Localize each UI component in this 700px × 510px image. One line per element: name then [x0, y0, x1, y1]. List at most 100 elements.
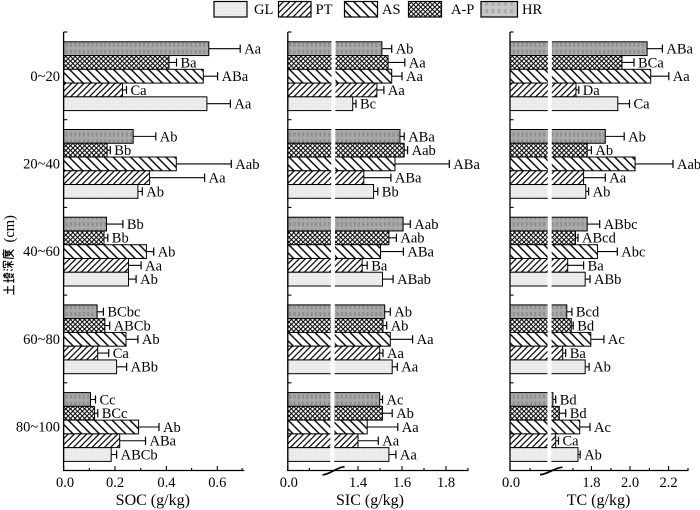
svg-text:0~20: 0~20 [30, 69, 60, 85]
svg-text:2.2: 2.2 [660, 475, 678, 491]
svg-text:SOC (g/kg): SOC (g/kg) [116, 492, 190, 509]
svg-text:Bb: Bb [127, 217, 144, 233]
svg-text:Da: Da [583, 83, 600, 99]
svg-text:ABab: ABab [397, 272, 431, 288]
svg-text:Ba: Ba [570, 346, 587, 362]
svg-text:Ba: Ba [181, 55, 198, 71]
svg-text:1.4: 1.4 [349, 475, 368, 491]
svg-text:Aa: Aa [417, 332, 434, 348]
svg-text:Ab: Ab [584, 447, 602, 463]
svg-text:Aa: Aa [387, 346, 404, 362]
svg-text:Ab: Ab [158, 245, 176, 261]
svg-text:HR: HR [522, 2, 542, 18]
svg-text:BCbc: BCbc [107, 305, 140, 321]
svg-text:Aa: Aa [145, 258, 162, 274]
svg-text:40~60: 40~60 [23, 244, 60, 260]
svg-text:Ca: Ca [634, 97, 651, 113]
svg-text:Ab: Ab [391, 318, 409, 334]
svg-text:ABa: ABa [222, 69, 249, 85]
svg-text:2.0: 2.0 [621, 475, 639, 491]
svg-text:ABb: ABb [131, 360, 158, 376]
svg-text:Bb: Bb [114, 143, 131, 159]
svg-text:0.4: 0.4 [157, 475, 176, 491]
svg-text:ABb: ABb [594, 272, 621, 288]
svg-text:Aab: Aab [677, 157, 700, 173]
svg-text:0.0: 0.0 [280, 475, 298, 491]
svg-text:ABa: ABa [395, 171, 422, 187]
svg-text:Ba: Ba [371, 258, 388, 274]
svg-text:Bd: Bd [560, 392, 578, 408]
svg-text:80~100: 80~100 [16, 420, 60, 436]
svg-text:0.0: 0.0 [56, 475, 74, 491]
svg-text:ABa: ABa [453, 157, 480, 173]
svg-text:ABCb: ABCb [121, 447, 158, 463]
svg-text:(cm): (cm) [2, 215, 18, 243]
svg-text:Ab: Ab [396, 42, 414, 58]
svg-text:Aa: Aa [400, 447, 417, 463]
svg-text:Aa: Aa [402, 420, 419, 436]
svg-text:Aa: Aa [609, 171, 626, 187]
svg-text:0.0: 0.0 [502, 475, 520, 491]
svg-text:Ab: Ab [593, 184, 611, 200]
svg-text:Bc: Bc [360, 97, 376, 113]
svg-text:Bd: Bd [570, 406, 588, 422]
svg-text:0.6: 0.6 [208, 475, 226, 491]
svg-text:20~40: 20~40 [23, 157, 60, 173]
svg-text:Abc: Abc [621, 245, 645, 261]
svg-text:TC (g/kg): TC (g/kg) [567, 492, 631, 509]
svg-text:Aa: Aa [234, 97, 251, 113]
svg-text:Aab: Aab [235, 157, 259, 173]
svg-text:ABa: ABa [408, 129, 435, 145]
svg-text:Bd: Bd [577, 318, 595, 334]
svg-text:Aab: Aab [412, 143, 436, 159]
svg-text:Ab: Ab [146, 184, 164, 200]
svg-text:Ac: Ac [608, 332, 625, 348]
svg-text:Ab: Ab [142, 332, 160, 348]
svg-text:Aab: Aab [400, 231, 424, 247]
svg-text:Ab: Ab [396, 406, 414, 422]
svg-text:Aa: Aa [209, 171, 226, 187]
svg-text:Ab: Ab [593, 360, 611, 376]
svg-text:Bb: Bb [112, 231, 129, 247]
svg-text:Ac: Ac [387, 392, 404, 408]
svg-text:Ab: Ab [628, 129, 646, 145]
svg-text:ABCb: ABCb [114, 318, 151, 334]
svg-text:BCa: BCa [638, 55, 664, 71]
svg-text:ABbc: ABbc [604, 217, 638, 233]
svg-text:Cc: Cc [100, 392, 116, 408]
svg-text:Ab: Ab [140, 272, 158, 288]
svg-text:Ca: Ca [563, 434, 580, 450]
svg-text:Ab: Ab [394, 305, 412, 321]
svg-text:0.2: 0.2 [106, 475, 124, 491]
svg-text:Ba: Ba [588, 258, 605, 274]
svg-text:Aa: Aa [382, 434, 399, 450]
svg-text:Ab: Ab [163, 420, 181, 436]
svg-text:Bb: Bb [382, 184, 399, 200]
svg-text:Bcd: Bcd [576, 305, 600, 321]
svg-text:ABcd: ABcd [582, 231, 617, 247]
svg-text:ABa: ABa [407, 245, 434, 261]
svg-text:ABa: ABa [150, 434, 177, 450]
svg-text:SIC (g/kg): SIC (g/kg) [336, 492, 404, 509]
svg-text:Ca: Ca [131, 83, 148, 99]
svg-text:ABa: ABa [666, 42, 693, 58]
svg-text:Aa: Aa [409, 55, 426, 71]
svg-text:PT: PT [316, 2, 333, 18]
svg-text:Aab: Aab [414, 217, 438, 233]
svg-text:Ca: Ca [113, 346, 130, 362]
svg-text:Aa: Aa [244, 42, 261, 58]
svg-text:60~80: 60~80 [23, 332, 60, 348]
svg-text:AS: AS [382, 2, 401, 18]
svg-text:1.8: 1.8 [582, 475, 600, 491]
svg-text:Aa: Aa [401, 360, 418, 376]
svg-text:Aa: Aa [406, 69, 423, 85]
svg-text:Aa: Aa [388, 83, 405, 99]
svg-text:Ac: Ac [594, 420, 611, 436]
svg-text:GL: GL [254, 2, 273, 18]
svg-text:A-P: A-P [451, 2, 474, 18]
svg-text:1.6: 1.6 [393, 475, 411, 491]
svg-text:1.8: 1.8 [437, 475, 455, 491]
svg-text:Ab: Ab [595, 143, 613, 159]
svg-text:BCc: BCc [102, 406, 128, 422]
svg-text:Aa: Aa [673, 69, 690, 85]
